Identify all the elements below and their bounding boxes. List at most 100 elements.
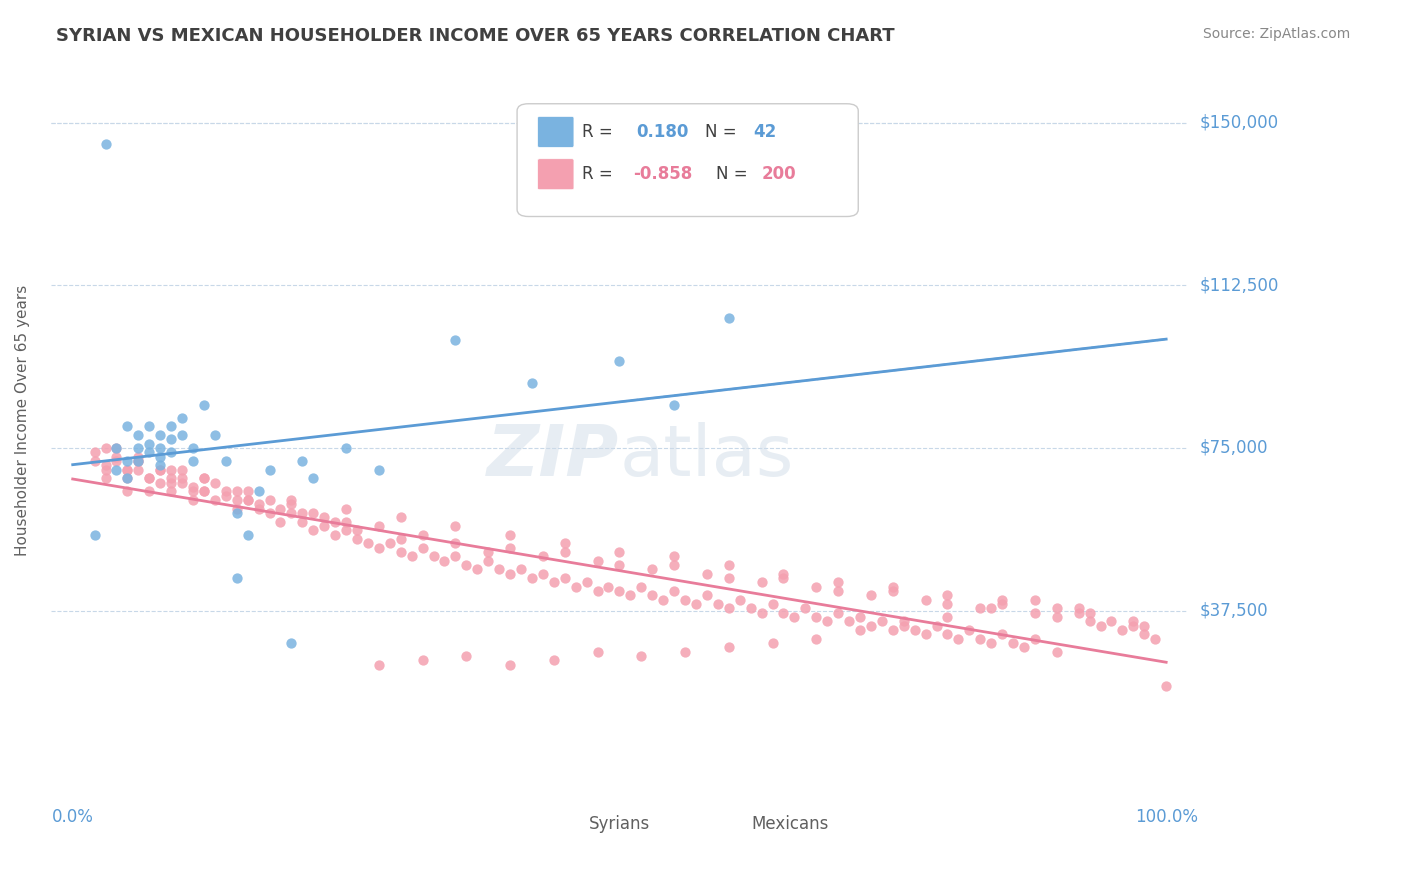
Text: Syrians: Syrians [589, 815, 650, 833]
Point [1078, 606, 1101, 620]
Point [127, 441, 149, 455]
Point [236, 493, 259, 508]
Point [117, 463, 139, 477]
Point [1122, 615, 1144, 629]
Point [673, 592, 696, 607]
Point [127, 454, 149, 468]
Point [1111, 623, 1133, 637]
Point [685, 597, 707, 611]
Point [717, 640, 740, 655]
Point [291, 454, 314, 468]
Point [138, 471, 160, 485]
Point [291, 515, 314, 529]
Point [477, 545, 499, 559]
Point [444, 536, 467, 550]
Point [236, 527, 259, 541]
Point [127, 454, 149, 468]
Point [160, 419, 183, 434]
Point [105, 441, 128, 455]
Point [662, 398, 685, 412]
Point [335, 501, 357, 516]
Point [870, 615, 893, 629]
Point [882, 623, 904, 637]
Point [772, 571, 794, 585]
Point [815, 615, 838, 629]
Point [991, 627, 1014, 641]
Point [94, 441, 117, 455]
Point [662, 584, 685, 599]
Point [1122, 619, 1144, 633]
Point [662, 558, 685, 572]
Point [707, 597, 730, 611]
Point [488, 562, 510, 576]
Point [149, 463, 172, 477]
Point [181, 441, 204, 455]
Point [838, 615, 860, 629]
Point [444, 333, 467, 347]
Point [499, 527, 522, 541]
Point [456, 649, 478, 664]
Point [215, 454, 238, 468]
Point [94, 458, 117, 473]
Point [94, 463, 117, 477]
Point [138, 445, 160, 459]
Point [630, 580, 652, 594]
FancyBboxPatch shape [517, 103, 858, 217]
Point [543, 653, 565, 667]
Point [696, 566, 718, 581]
Text: ZIP: ZIP [488, 422, 620, 491]
Text: -0.858: -0.858 [633, 165, 692, 183]
Point [127, 428, 149, 442]
Text: $75,000: $75,000 [1199, 439, 1268, 457]
Point [83, 527, 105, 541]
Point [717, 558, 740, 572]
Point [893, 619, 915, 633]
Point [149, 458, 172, 473]
Point [138, 419, 160, 434]
Text: $112,500: $112,500 [1199, 277, 1278, 294]
Point [105, 463, 128, 477]
Point [193, 398, 215, 412]
Point [969, 632, 991, 646]
Point [269, 515, 291, 529]
Point [477, 554, 499, 568]
Text: SYRIAN VS MEXICAN HOUSEHOLDER INCOME OVER 65 YEARS CORRELATION CHART: SYRIAN VS MEXICAN HOUSEHOLDER INCOME OVE… [56, 27, 894, 45]
Text: N =: N = [716, 165, 748, 183]
Text: Mexicans: Mexicans [751, 815, 828, 833]
Point [94, 471, 117, 485]
Point [204, 475, 226, 490]
Point [401, 549, 423, 564]
Point [280, 636, 302, 650]
Point [586, 645, 609, 659]
Point [1024, 632, 1046, 646]
Point [181, 493, 204, 508]
Point [543, 575, 565, 590]
Point [827, 584, 849, 599]
Point [564, 580, 586, 594]
Point [936, 627, 959, 641]
Point [225, 484, 247, 499]
Point [806, 580, 828, 594]
Point [586, 554, 609, 568]
Point [882, 584, 904, 599]
Point [641, 562, 664, 576]
Point [149, 441, 172, 455]
Point [456, 558, 478, 572]
Point [444, 549, 467, 564]
Point [160, 445, 183, 459]
Point [772, 606, 794, 620]
Point [575, 575, 598, 590]
Point [225, 571, 247, 585]
Point [1090, 619, 1112, 633]
Point [1002, 636, 1025, 650]
Point [465, 562, 488, 576]
Point [225, 493, 247, 508]
Point [1101, 615, 1123, 629]
Point [957, 623, 980, 637]
Point [904, 623, 927, 637]
Point [170, 428, 193, 442]
Point [269, 501, 291, 516]
Point [1133, 627, 1156, 641]
Point [83, 454, 105, 468]
Point [1046, 610, 1069, 624]
